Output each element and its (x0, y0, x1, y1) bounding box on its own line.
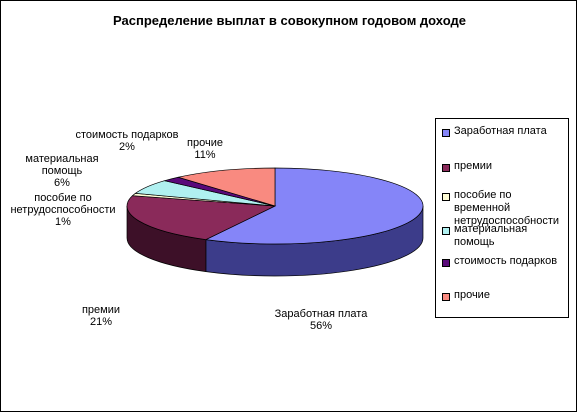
legend-label: Заработная плата (454, 125, 547, 137)
legend-label: премии (454, 160, 493, 172)
legend-swatch (442, 193, 450, 201)
slice-label-zarabotnaya-plata: Заработная плата 56% (274, 308, 368, 332)
slice-label-materialnaya-pomosch: материальная помощь 6% (25, 153, 99, 189)
legend-label: стоимость подарков (454, 255, 558, 267)
legend-swatch (442, 259, 450, 267)
pie-tops (126, 167, 424, 245)
legend-swatch (442, 164, 450, 172)
slice-label-posobie: пособие по нетрудоспособности 1% (10, 192, 116, 228)
pie-slice-1 (126, 195, 277, 240)
slice-label-premii: премии 21% (81, 304, 121, 328)
legend-label: пособие по временной нетрудоспособности (454, 189, 560, 227)
slice-label-stoimost-podarkov: стоимость подарков 2% (75, 129, 179, 153)
legend-swatch (442, 227, 450, 235)
pie-slice-0 (204, 167, 424, 245)
legend-label: прочие (454, 289, 490, 301)
legend-swatch (442, 129, 450, 137)
slice-label-prochie: прочие 11% (187, 137, 223, 161)
chart-title: Распределение выплат в совокупном годово… (113, 13, 466, 28)
legend: Заработная плата премии пособие по време… (435, 118, 569, 318)
legend-swatch (442, 293, 450, 301)
legend-label: материальная помощь (454, 223, 528, 248)
pie-slice-5 (176, 167, 276, 207)
